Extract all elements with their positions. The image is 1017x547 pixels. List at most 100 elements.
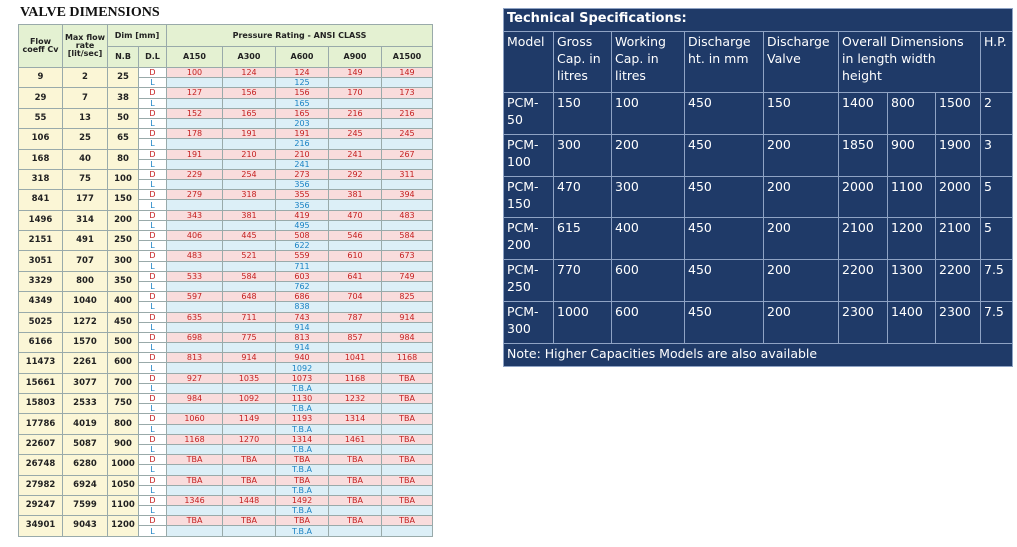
data-cell: PCM-200 bbox=[503, 217, 554, 261]
d-value: 318 bbox=[222, 189, 276, 201]
dl-label: L bbox=[138, 179, 167, 191]
d-value: 635 bbox=[166, 311, 223, 323]
d-value: 165 bbox=[275, 107, 329, 119]
data-cell: 900 bbox=[887, 133, 936, 177]
l-empty bbox=[380, 260, 434, 272]
d-value: TBA bbox=[275, 454, 329, 466]
l-empty bbox=[328, 362, 382, 374]
flow-cell: 707 bbox=[62, 250, 108, 272]
l-row: L 914 bbox=[19, 321, 434, 333]
dl-label: D bbox=[138, 87, 167, 99]
l-empty bbox=[166, 342, 223, 354]
d-value: 394 bbox=[380, 189, 434, 201]
dl-label: L bbox=[138, 505, 167, 517]
l-row: L T.B.A bbox=[19, 403, 434, 415]
l-empty bbox=[222, 443, 276, 456]
l-row: L 356 bbox=[19, 199, 434, 211]
l-value: T.B.A bbox=[275, 382, 329, 395]
l-empty bbox=[328, 158, 382, 170]
d-value: 1461 bbox=[328, 433, 382, 445]
l-empty bbox=[380, 240, 434, 252]
l-empty bbox=[222, 77, 276, 89]
data-cell: 3 bbox=[979, 133, 1014, 177]
data-cell: 1500 bbox=[935, 92, 981, 135]
flow-cell: 5087 bbox=[62, 433, 108, 456]
l-empty bbox=[166, 484, 223, 496]
l-empty bbox=[328, 464, 382, 476]
l-value: 914 bbox=[275, 342, 329, 354]
dl-label: L bbox=[138, 443, 167, 456]
flow-cell: 1272 bbox=[62, 311, 108, 333]
flow-cell: 9043 bbox=[62, 515, 108, 537]
l-empty bbox=[380, 423, 434, 435]
l-value: 241 bbox=[275, 158, 329, 170]
header-cell: Max flow rate [lit/sec] bbox=[62, 24, 108, 68]
nb-cell: 50 bbox=[107, 107, 139, 130]
data-cell: 150 bbox=[553, 92, 612, 135]
header-cell: A300 bbox=[222, 46, 276, 68]
nb-cell: 400 bbox=[107, 291, 139, 313]
l-value: 838 bbox=[275, 301, 329, 313]
title-row: Technical Specifications: bbox=[502, 8, 1014, 32]
l-value: 1092 bbox=[275, 362, 329, 374]
d-value: 984 bbox=[380, 331, 434, 344]
cv-cell: 29247 bbox=[18, 494, 63, 517]
data-cell: 300 bbox=[611, 175, 685, 219]
nb-cell: 1200 bbox=[107, 515, 139, 537]
l-empty bbox=[166, 301, 223, 313]
l-empty bbox=[166, 260, 223, 272]
data-cell: 450 bbox=[684, 217, 764, 261]
data-cell: PCM-150 bbox=[503, 175, 554, 219]
dl-label: D bbox=[138, 454, 167, 466]
d-value: 381 bbox=[328, 189, 382, 201]
nb-cell: 65 bbox=[107, 128, 139, 150]
l-value: 711 bbox=[275, 260, 329, 272]
header-cell: Gross Cap. in litres bbox=[553, 30, 612, 94]
data-cell: 450 bbox=[684, 259, 764, 303]
l-empty bbox=[166, 505, 223, 517]
d-value: TBA bbox=[328, 494, 382, 507]
data-cell: 200 bbox=[611, 133, 685, 177]
d-value: 254 bbox=[222, 168, 276, 181]
dl-label: L bbox=[138, 423, 167, 435]
data-cell: 5 bbox=[979, 217, 1014, 261]
dl-label: D bbox=[138, 291, 167, 303]
header-cell: Flow coeff Cv bbox=[18, 24, 63, 68]
data-cell: PCM-100 bbox=[503, 133, 554, 177]
header-cell: H.P. bbox=[979, 30, 1014, 94]
d-value: 641 bbox=[328, 270, 382, 282]
d-value: TBA bbox=[380, 413, 434, 425]
d-value: 124 bbox=[275, 66, 329, 79]
l-empty bbox=[380, 199, 434, 211]
l-empty bbox=[328, 77, 382, 89]
dl-label: D bbox=[138, 311, 167, 323]
data-cell: PCM-300 bbox=[503, 301, 554, 344]
data-cell: 5 bbox=[979, 175, 1014, 219]
d-value: 508 bbox=[275, 229, 329, 242]
data-cell: 2100 bbox=[838, 217, 888, 261]
data-cell: 1900 bbox=[935, 133, 981, 177]
l-value: 125 bbox=[275, 77, 329, 89]
l-empty bbox=[166, 97, 223, 109]
data-row: PCM-150 470 300 450 200 2000 1100 2000 5 bbox=[503, 175, 1014, 219]
l-value: 914 bbox=[275, 321, 329, 333]
l-empty bbox=[328, 321, 382, 333]
dl-label: D bbox=[138, 148, 167, 160]
l-empty bbox=[222, 280, 276, 293]
cv-cell: 55 bbox=[18, 107, 63, 130]
d-value: 191 bbox=[222, 128, 276, 140]
l-value: T.B.A bbox=[275, 484, 329, 496]
flow-cell: 177 bbox=[62, 189, 108, 211]
nb-cell: 450 bbox=[107, 311, 139, 333]
data-cell: 1200 bbox=[887, 217, 936, 261]
data-cell: 200 bbox=[763, 217, 839, 261]
d-row: 22607 5087 900 D 1168 1270 1314 1461 TBA bbox=[18, 433, 434, 456]
l-empty bbox=[328, 117, 382, 130]
l-empty bbox=[166, 117, 223, 130]
header-cell: Pressure Rating - ANSI CLASS bbox=[165, 24, 434, 47]
d-value: 1073 bbox=[275, 372, 329, 384]
l-empty bbox=[222, 342, 276, 354]
data-cell: 300 bbox=[553, 133, 612, 177]
note-row: Note: Higher Capacities Models are also … bbox=[502, 343, 1014, 367]
